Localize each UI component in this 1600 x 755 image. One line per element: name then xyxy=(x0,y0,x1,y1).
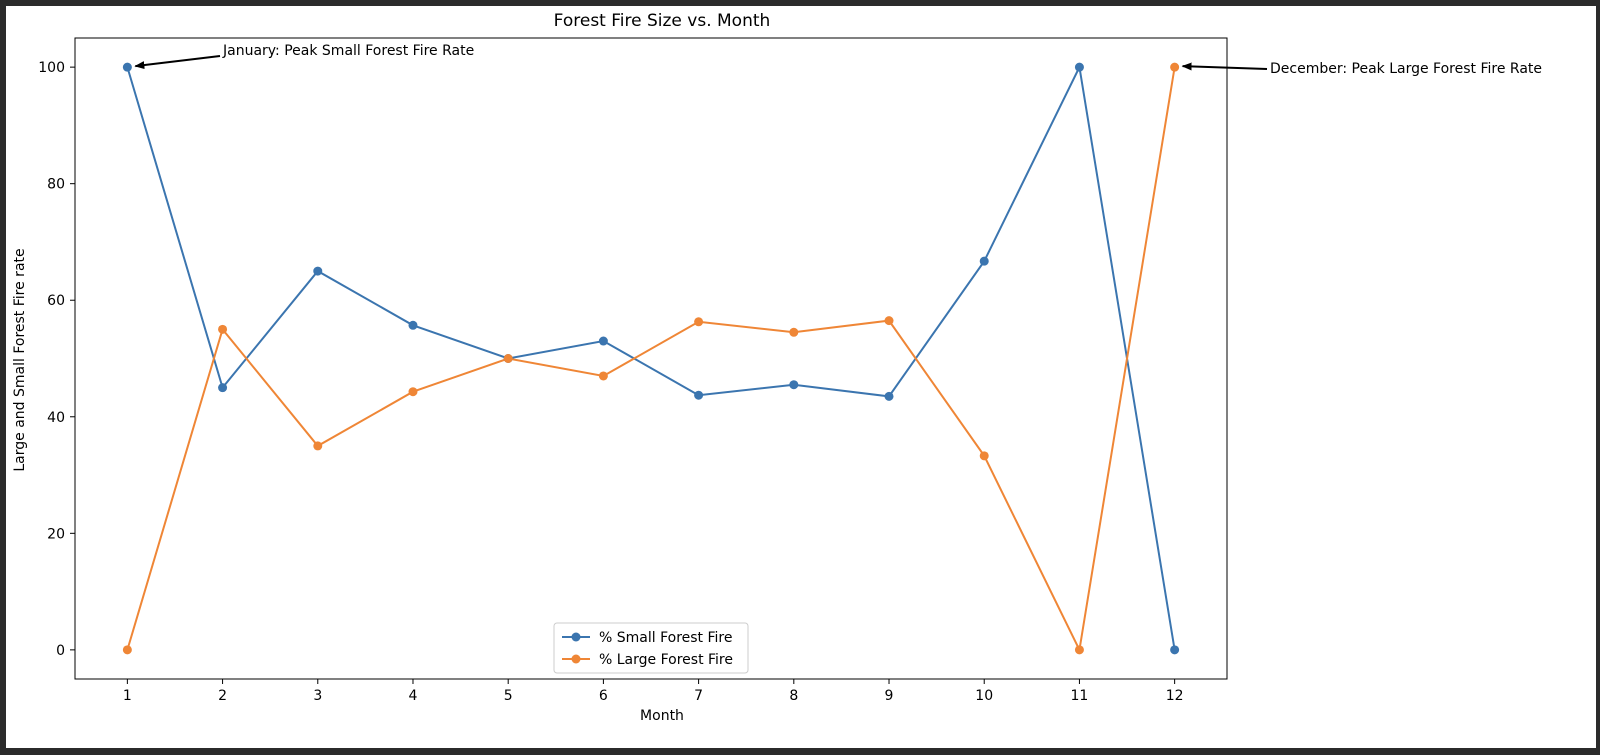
data-point-small xyxy=(979,256,989,266)
data-point-small xyxy=(694,390,704,400)
y-tick-label: 80 xyxy=(47,177,65,193)
data-point-large xyxy=(313,441,323,451)
data-point-small xyxy=(122,62,132,72)
x-tick-label: 6 xyxy=(599,688,608,704)
x-tick-label: 10 xyxy=(975,688,993,704)
y-tick-label: 60 xyxy=(47,293,65,309)
data-point-large xyxy=(218,324,228,334)
legend-box xyxy=(553,622,749,674)
x-tick-label: 7 xyxy=(694,688,703,704)
data-point-large xyxy=(122,645,132,655)
data-point-small xyxy=(1074,62,1084,72)
x-tick-label: 1 xyxy=(123,688,132,704)
data-point-large xyxy=(503,354,513,363)
x-tick-label: 2 xyxy=(218,688,227,704)
x-tick-label: 11 xyxy=(1071,688,1089,704)
line-chart: Forest Fire Size vs. Month Month Large a… xyxy=(12,11,1542,724)
legend-marker-small xyxy=(571,632,581,642)
x-tick-label: 5 xyxy=(504,688,513,704)
x-tick-label: 12 xyxy=(1166,688,1184,704)
data-point-small xyxy=(218,383,228,393)
data-point-large xyxy=(1074,645,1084,655)
legend-label-small: % Small Forest Fire xyxy=(599,630,733,646)
chart-title: Forest Fire Size vs. Month xyxy=(554,11,771,31)
data-point-small xyxy=(313,266,323,276)
annotation-arrow-december xyxy=(1181,62,1268,71)
data-point-large xyxy=(694,317,704,327)
y-axis-label: Large and Small Forest Fire rate xyxy=(12,248,28,471)
series-line-large xyxy=(126,66,1176,654)
plot-border xyxy=(74,37,1228,680)
x-tick-label: 3 xyxy=(313,688,322,704)
data-point-large xyxy=(884,316,894,326)
legend-marker-large xyxy=(571,654,581,664)
data-point-large xyxy=(789,327,799,337)
legend-label-large: % Large Forest Fire xyxy=(599,652,733,668)
x-tick-label: 4 xyxy=(409,688,418,704)
figure-frame: Forest Fire Size vs. Month Month Large a… xyxy=(6,6,1596,748)
x-axis-label: Month xyxy=(640,708,684,724)
data-point-small xyxy=(598,336,608,346)
y-tick-label: 40 xyxy=(47,410,65,426)
y-tick-label: 20 xyxy=(47,526,65,542)
y-tick-label: 0 xyxy=(56,643,65,659)
data-point-small xyxy=(789,380,799,390)
data-point-large xyxy=(408,387,418,397)
y-tick-label: 100 xyxy=(38,60,65,76)
data-point-large xyxy=(979,451,989,461)
data-point-large xyxy=(598,371,608,381)
x-tick-label: 8 xyxy=(789,688,798,704)
series-line-small xyxy=(126,63,1176,651)
annotation-text-december: December: Peak Large Forest Fire Rate xyxy=(1270,61,1542,77)
annotation-arrow-january xyxy=(134,55,221,70)
data-point-small xyxy=(884,391,894,401)
x-tick-label: 9 xyxy=(885,688,894,704)
data-point-small xyxy=(408,320,418,330)
data-point-large xyxy=(1170,62,1180,72)
annotation-text-january: January: Peak Small Forest Fire Rate xyxy=(222,43,474,59)
data-point-small xyxy=(1170,645,1180,655)
